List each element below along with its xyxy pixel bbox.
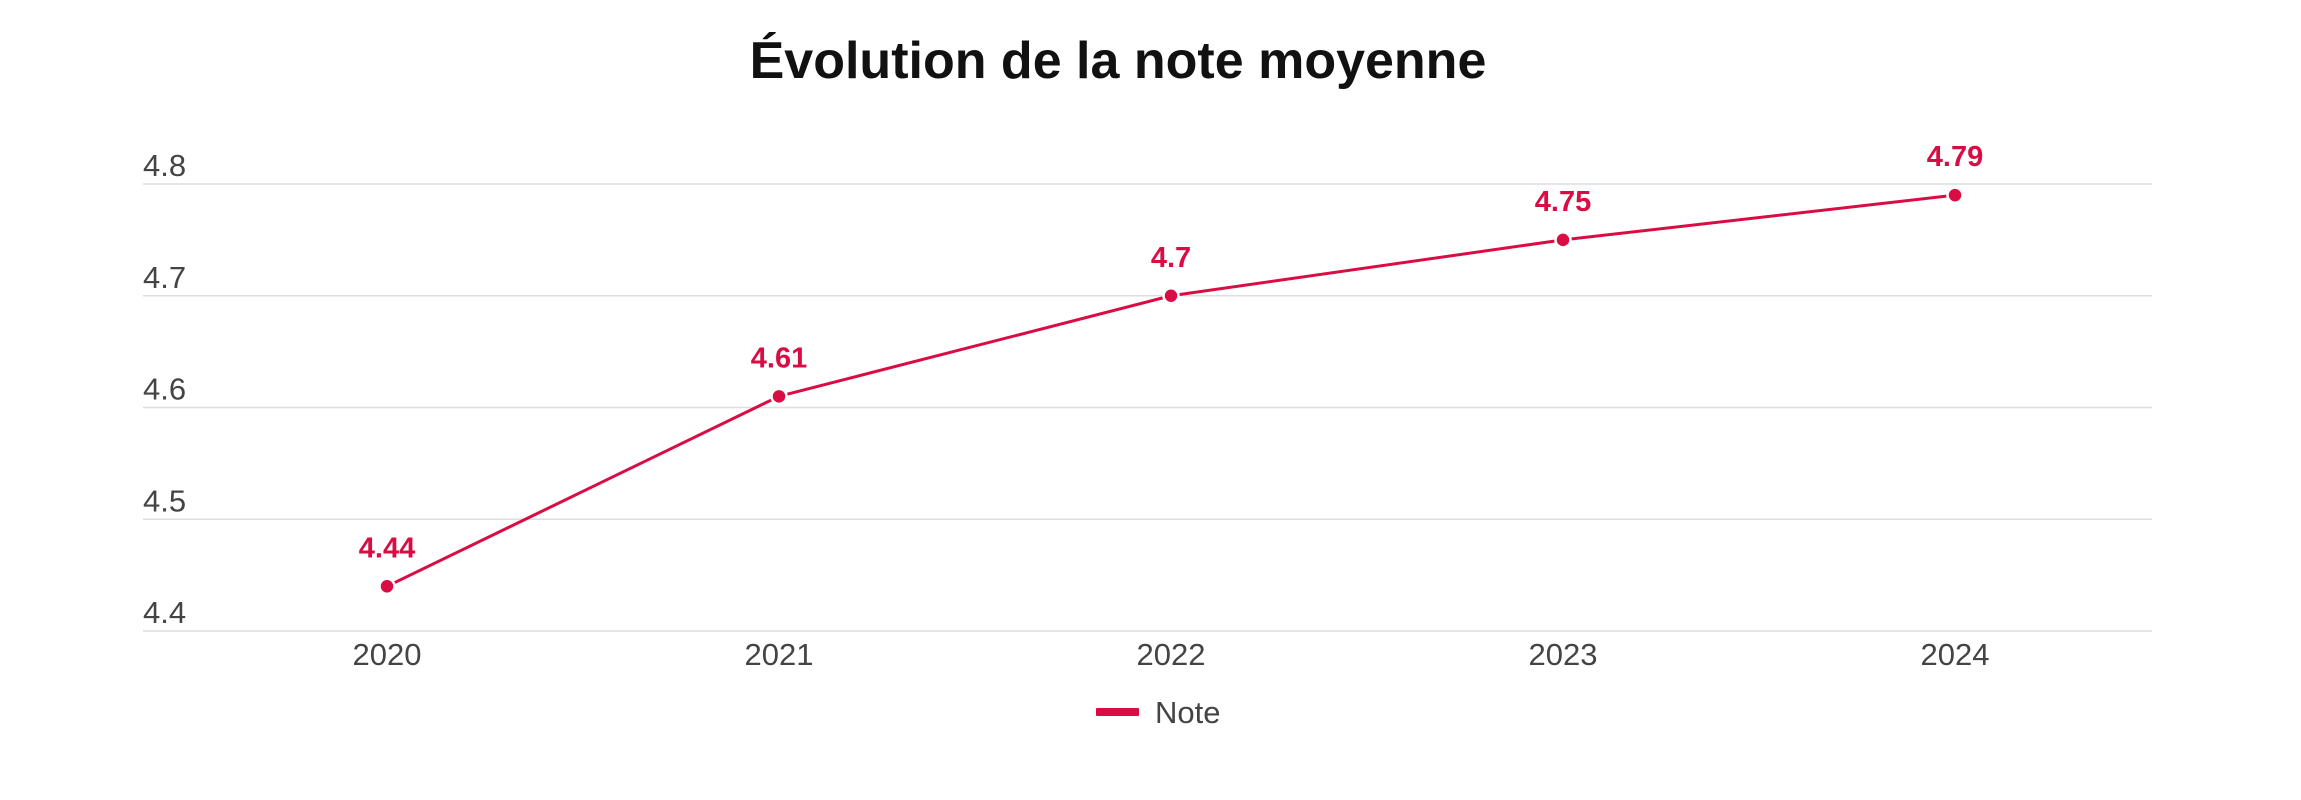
x-tick-label: 2020 <box>353 637 422 672</box>
y-tick-label: 4.7 <box>143 260 186 295</box>
x-tick-label: 2024 <box>1921 637 1990 672</box>
series-note: 4.44 4.61 4.7 4.75 4.79 <box>357 139 1985 596</box>
y-tick-label: 4.5 <box>143 483 186 518</box>
y-axis-ticks: 4.4 4.5 4.6 4.7 4.8 <box>143 148 186 630</box>
data-point[interactable] <box>1162 287 1180 305</box>
legend-swatch-note[interactable] <box>1096 708 1139 716</box>
data-point[interactable] <box>1554 231 1572 249</box>
x-tick-label: 2023 <box>1529 637 1598 672</box>
legend-label-note[interactable]: Note <box>1155 695 1220 730</box>
data-label: 4.44 <box>359 532 415 564</box>
y-tick-label: 4.8 <box>143 148 186 183</box>
y-tick-label: 4.6 <box>143 372 186 407</box>
x-axis-ticks: 2020 2021 2022 2023 2024 <box>353 637 1990 672</box>
data-point[interactable] <box>770 387 788 406</box>
data-label: 4.79 <box>1927 141 1983 173</box>
x-tick-label: 2021 <box>745 637 814 672</box>
data-label: 4.61 <box>751 342 807 374</box>
data-label: 4.7 <box>1151 242 1191 274</box>
y-tick-label: 4.4 <box>143 595 186 630</box>
legend[interactable]: Note <box>1096 695 1220 730</box>
data-point[interactable] <box>378 577 396 596</box>
data-point[interactable] <box>1946 186 1964 204</box>
gridlines <box>143 183 2152 632</box>
data-label: 4.75 <box>1535 186 1591 218</box>
x-tick-label: 2022 <box>1137 637 1206 672</box>
chart-title: Évolution de la note moyenne <box>750 32 1487 90</box>
